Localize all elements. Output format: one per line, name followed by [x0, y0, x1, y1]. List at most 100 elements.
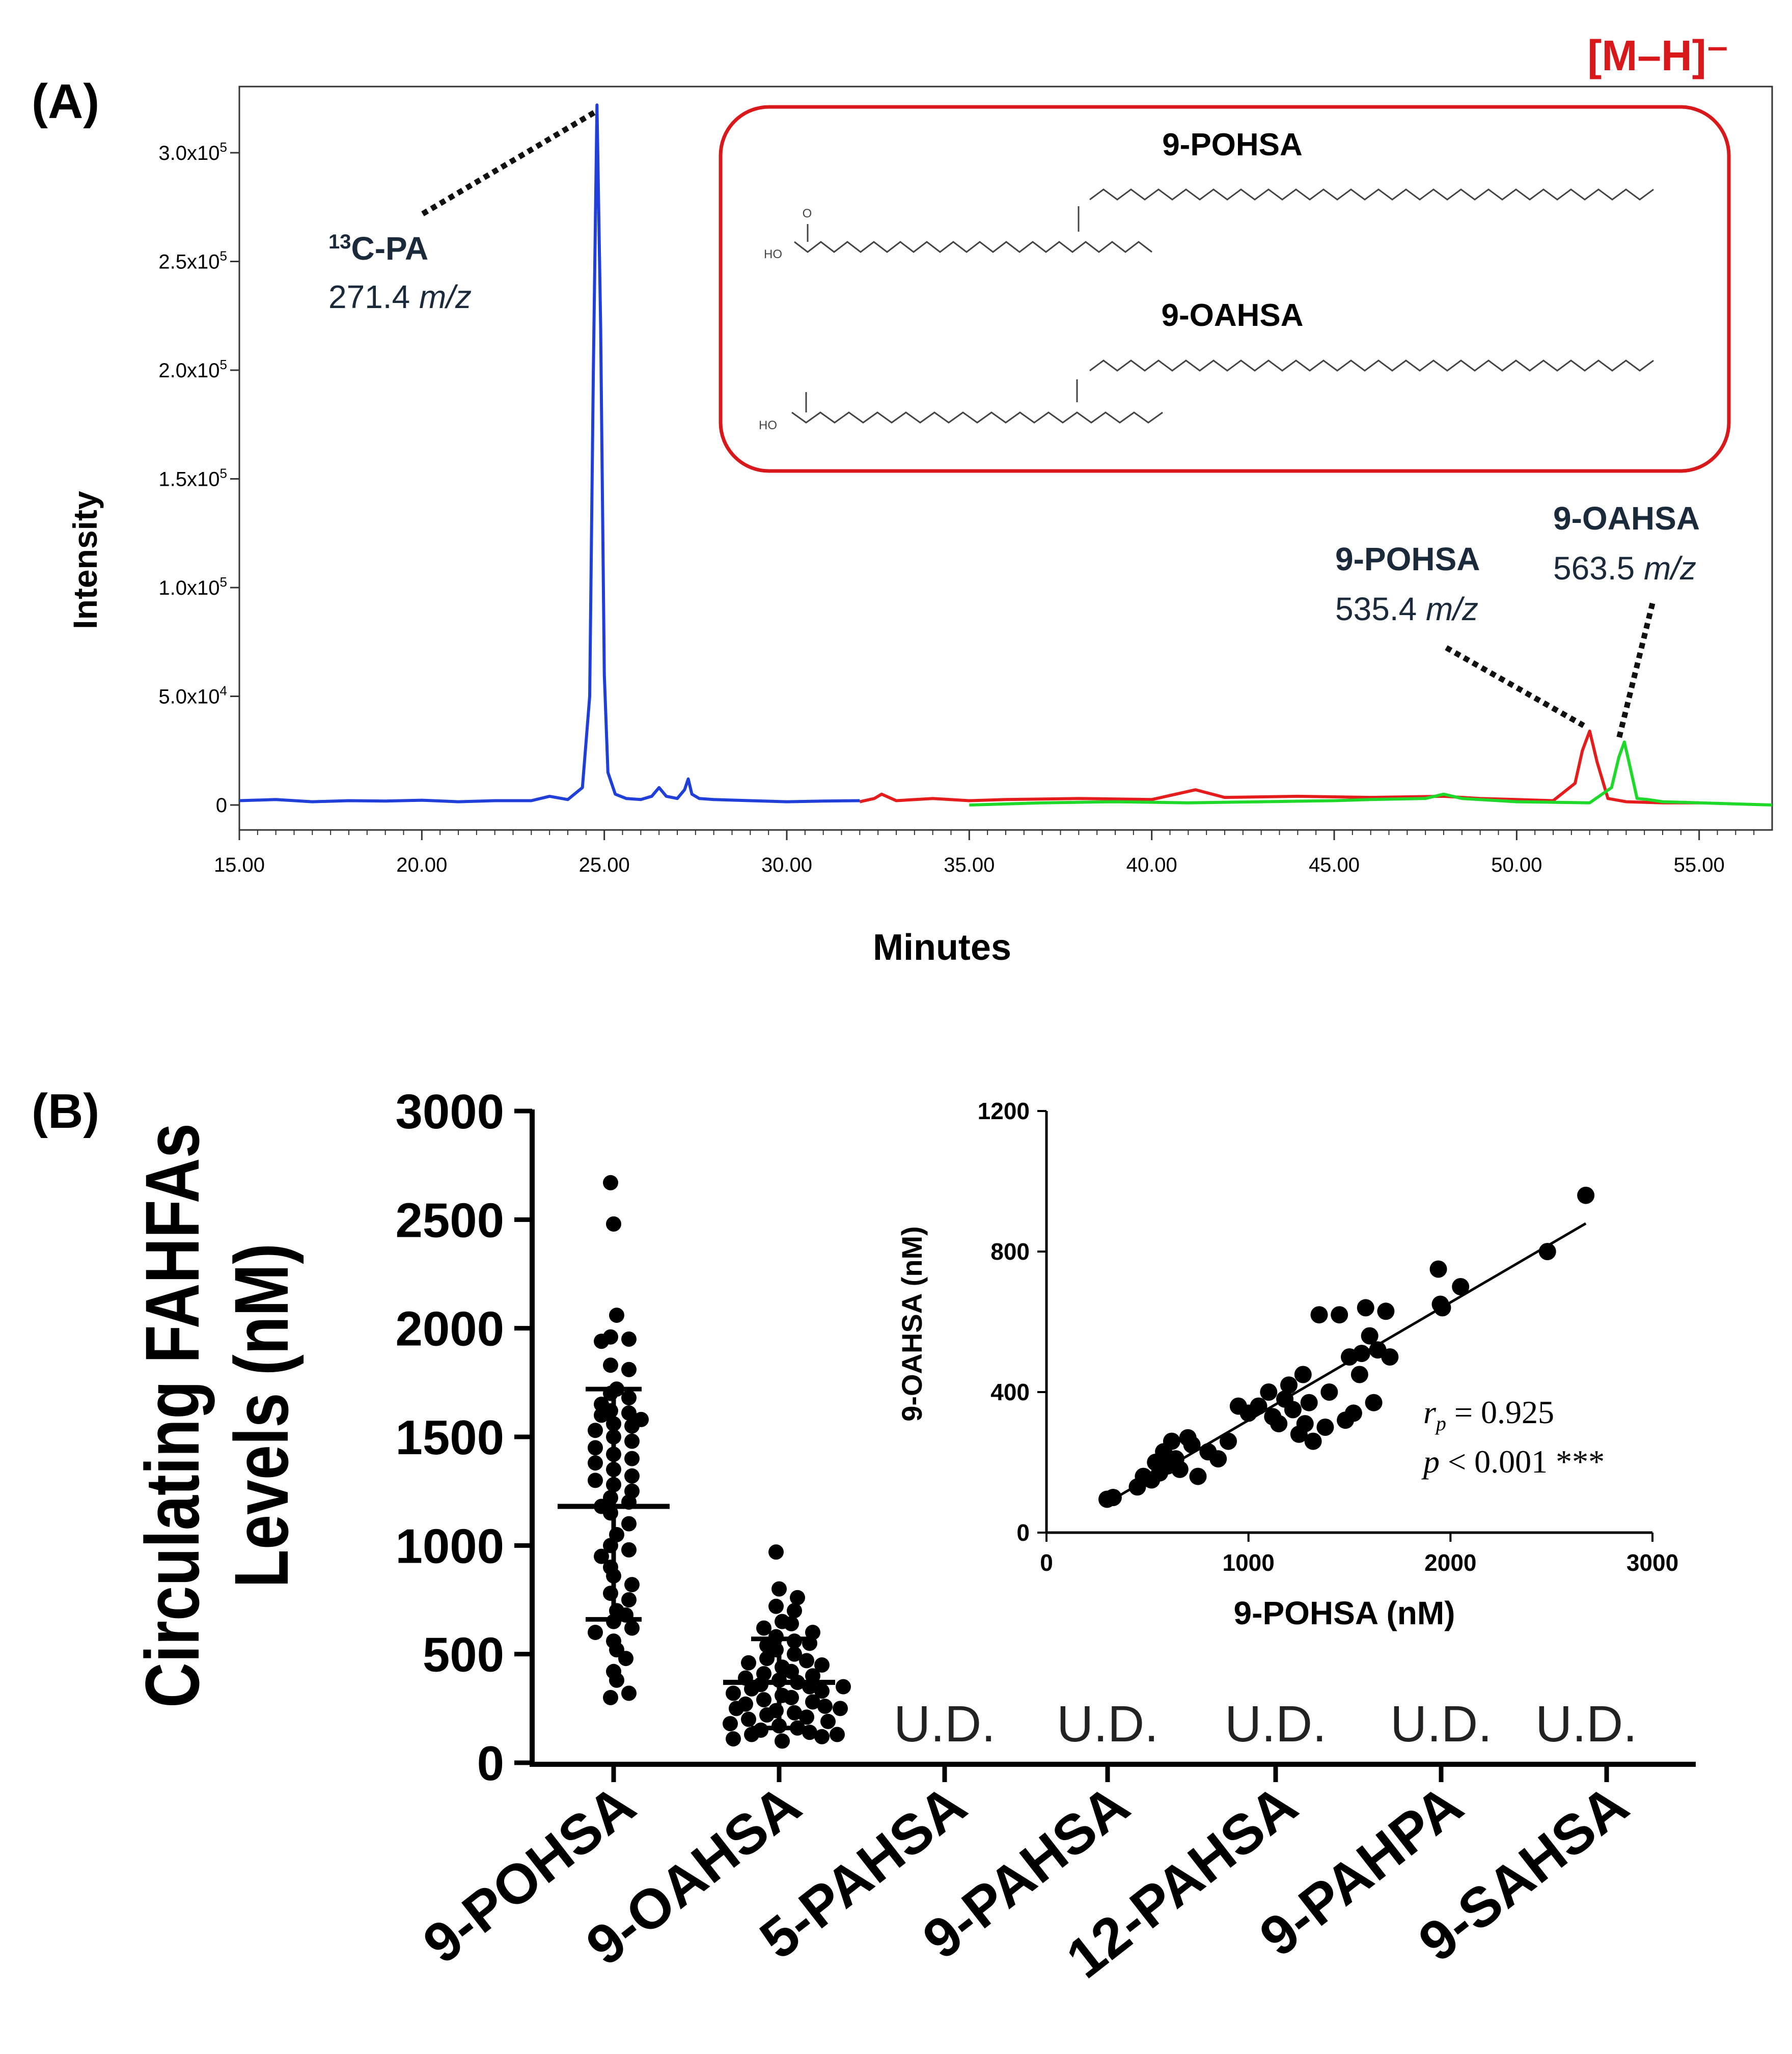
- data-point: [729, 1701, 744, 1716]
- inset-data-point: [1280, 1376, 1298, 1394]
- data-point: [603, 1357, 618, 1373]
- oahsa-structure-drawing: [791, 359, 1654, 424]
- data-point: [621, 1592, 637, 1607]
- inset-data-point: [1220, 1432, 1237, 1450]
- inset-data-point: [1316, 1419, 1334, 1436]
- chromatogram-traces: [239, 103, 1772, 807]
- data-point: [621, 1542, 637, 1558]
- data-point: [588, 1473, 603, 1488]
- y-tick-label: 2.0x105: [158, 357, 227, 382]
- inset-data-point: [1296, 1415, 1314, 1433]
- fahfa-y-label: Circulating FAHFAsLevels (nM): [130, 1123, 304, 1708]
- data-point: [814, 1683, 830, 1699]
- inset-y-tick-label: 0: [1016, 1519, 1030, 1546]
- data-point: [768, 1544, 784, 1560]
- data-point: [726, 1731, 741, 1747]
- data-point: [784, 1690, 799, 1705]
- y-tick-label: 5.0x104: [158, 683, 227, 708]
- data-point: [756, 1620, 771, 1636]
- inset-data-point: [1209, 1450, 1227, 1468]
- data-point: [784, 1616, 799, 1631]
- ud-label: U.D.: [1057, 1696, 1159, 1753]
- data-point: [741, 1655, 756, 1671]
- y-tick-label: 0: [216, 794, 227, 817]
- data-point: [621, 1405, 637, 1421]
- data-point: [814, 1657, 830, 1673]
- inset-data-point: [1189, 1467, 1207, 1485]
- data-point: [621, 1331, 637, 1347]
- data-point: [787, 1646, 802, 1662]
- ud-label: U.D.: [894, 1696, 996, 1753]
- data-point: [726, 1685, 741, 1701]
- data-point: [594, 1407, 609, 1423]
- inset-x-tick-label: 2000: [1424, 1549, 1476, 1576]
- peak-annotations: 13C-PA 271.4 m/z 9-POHSA 535.4 m/z 9-OAH…: [328, 108, 1700, 742]
- inset-data-point: [1300, 1394, 1318, 1411]
- data-point: [759, 1707, 775, 1723]
- inset-data-point: [1429, 1260, 1447, 1278]
- inset-x-tick-label: 3000: [1626, 1549, 1678, 1576]
- data-point: [603, 1175, 618, 1190]
- data-point: [787, 1603, 802, 1619]
- inset-data-point: [1294, 1366, 1312, 1383]
- inset-y-tick-label: 1200: [978, 1098, 1030, 1124]
- data-point: [787, 1705, 802, 1720]
- pohsa-hydroxyl-label: HO: [764, 247, 782, 261]
- b-y-tick-label: 3000: [395, 1085, 504, 1139]
- b-y-tick-label: 0: [477, 1736, 504, 1791]
- inset-data-point: [1365, 1394, 1383, 1411]
- b-y-tick-label: 500: [423, 1628, 504, 1682]
- inset-r-stat: rp = 0.925: [1423, 1394, 1554, 1435]
- pa-peak-name: 13C-PA: [328, 230, 428, 267]
- y-tick-label: 1.5x105: [158, 466, 227, 491]
- data-point: [817, 1699, 833, 1714]
- inset-data-point: [1270, 1415, 1288, 1433]
- inset-y-label: 9-OAHSA (nM): [896, 1226, 928, 1422]
- data-point: [621, 1362, 637, 1377]
- x-tick-label: 50.00: [1491, 854, 1542, 876]
- x-tick-label: 35.00: [944, 854, 995, 876]
- x-tick-label: 30.00: [761, 854, 812, 876]
- y-tick-label: 3.0x105: [158, 140, 227, 164]
- inset-y-tick-label: 800: [990, 1238, 1030, 1265]
- series-line: [239, 103, 860, 803]
- data-point: [621, 1685, 637, 1701]
- ion-mode-label: [M–H]⁻: [1587, 32, 1729, 79]
- chain: [794, 241, 1152, 253]
- data-point: [588, 1625, 603, 1640]
- panel-a-label: (A): [32, 74, 99, 129]
- pohsa-peak-mz: 535.4 m/z: [1335, 591, 1478, 627]
- b-y-tick-label: 2500: [395, 1193, 504, 1247]
- inset-data-point: [1381, 1348, 1399, 1366]
- data-point: [618, 1651, 633, 1667]
- chain: [1089, 359, 1654, 372]
- data-point: [820, 1713, 836, 1729]
- x-tick-label: 55.00: [1674, 854, 1725, 876]
- inset-data-point: [1163, 1432, 1180, 1450]
- data-point: [759, 1651, 775, 1667]
- oahsa-peak-mz: 563.5 m/z: [1553, 550, 1696, 587]
- data-point: [814, 1729, 830, 1744]
- inset-data-point: [1250, 1397, 1267, 1415]
- data-point: [830, 1727, 845, 1742]
- data-point: [588, 1423, 603, 1438]
- data-point: [805, 1694, 820, 1710]
- series-line: [969, 740, 1772, 807]
- data-point: [799, 1709, 814, 1725]
- y-tick-label: 2.5x105: [158, 248, 227, 273]
- ud-label: U.D.: [1535, 1696, 1637, 1753]
- pohsa-peak-name: 9-POHSA: [1335, 541, 1480, 577]
- inset-data-point: [1577, 1186, 1595, 1204]
- inset-data-point: [1361, 1327, 1379, 1345]
- oahsa-peak-name: 9-OAHSA: [1553, 500, 1700, 537]
- data-point: [621, 1516, 637, 1532]
- b-y-tick-label: 1000: [395, 1519, 504, 1573]
- chain: [791, 411, 1163, 424]
- inset-data-point: [1260, 1383, 1278, 1401]
- inset-data-point: [1357, 1299, 1374, 1317]
- data-point: [744, 1681, 759, 1697]
- x-tick-label: 20.00: [396, 854, 447, 876]
- data-point: [744, 1727, 759, 1742]
- data-point: [775, 1733, 790, 1749]
